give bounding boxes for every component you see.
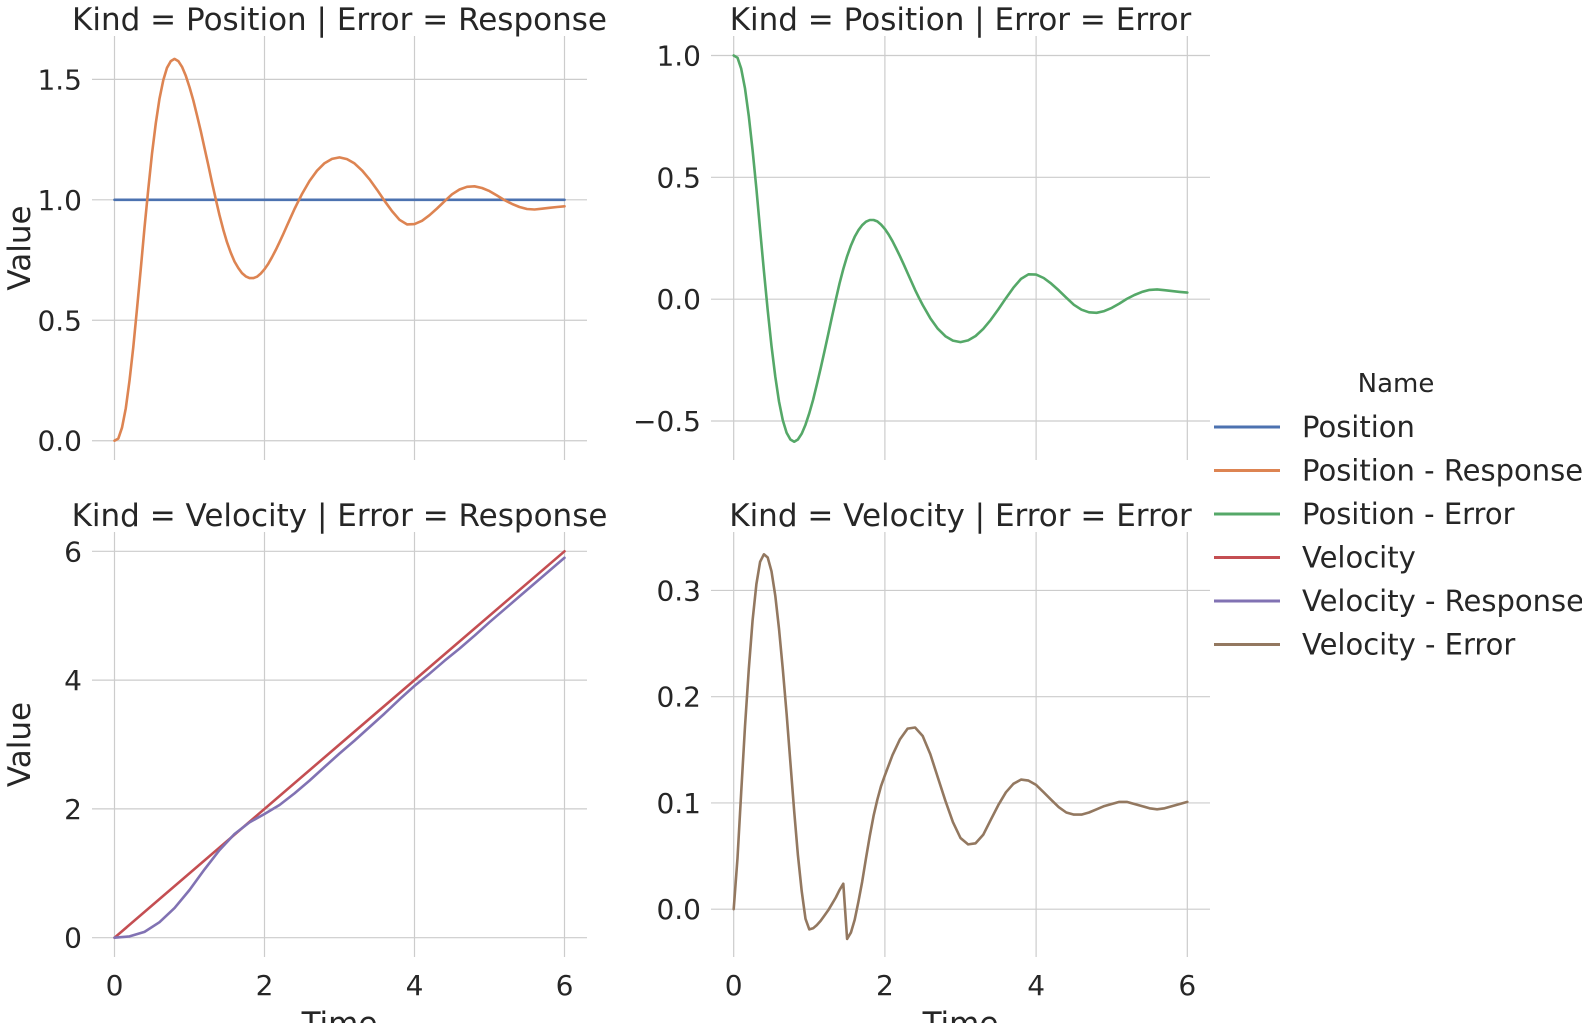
series-line-velocity-response [113,556,566,939]
panel-pos-error-title: Kind = Position | Error = Error [730,2,1192,38]
panel-pos-response-y-tick-label: 0.5 [37,304,82,337]
panel-pos-error: −0.5 0.0 0.5 1.0 Kind = Position | Error = E… [633,2,1210,460]
panel-vel-response-x-axis-label: Time [301,1006,378,1023]
panel-vel-error-x-tick-label: 6 [1178,969,1196,1002]
panel-vel-error-title: Kind = Velocity | Error = Error [729,498,1192,534]
panel-pos-response-y-tick-label: 1.5 [37,63,82,96]
panel-vel-error-y-tick-label: 0.2 [656,681,701,714]
panel-vel-response-y-tick-label: 2 [64,793,82,826]
panel-vel-error-y-tick-label: 0.1 [656,787,701,820]
panel-pos-error-y-tick-label: −0.5 [633,405,701,438]
panel-pos-response-y-tick-label: 1.0 [37,184,82,217]
panel-pos-response: 0.0 0.5 1.0 1.5 Kind = Position | Error = Re… [2,2,607,460]
panel-pos-response-y-axis-label: Value [2,205,38,290]
panel-vel-response-y-axis-label: Value [2,702,38,787]
panel-vel-response-y-tick-label: 4 [64,664,82,697]
panel-vel-response-x-tick-label: 0 [106,969,124,1002]
panel-vel-response-y-tick-label: 6 [64,535,82,568]
panel-vel-response-x-tick-label: 2 [256,969,274,1002]
panel-vel-error: 0.0 0.1 0.2 0.3 0 2 4 6 Kind = Velocity | Error … [656,498,1210,1027]
legend-label-velocity-error: Velocity - Error [1302,628,1515,662]
legend-label-position: Position [1302,410,1415,444]
panel-vel-error-y-tick-label: 0.0 [656,893,701,926]
series-line-velocity [113,550,566,939]
legend-label-position-error: Position - Error [1302,497,1515,531]
series-line-position-response [113,57,566,442]
panel-vel-response-x-tick-label: 6 [556,969,574,1002]
legend-label-velocity-response: Velocity - Response [1302,584,1582,618]
panel-vel-error-y-tick-label: 0.3 [656,574,701,607]
legend: Name Position Position - Response Position … [1214,369,1582,662]
panel-vel-error-x-tick-label: 4 [1027,969,1045,1002]
series-line-position-error [732,54,1189,443]
legend-title: Name [1358,369,1435,399]
panel-vel-error-x-tick-label: 2 [876,969,894,1002]
panel-vel-response-title: Kind = Velocity | Error = Response [72,498,608,534]
panel-vel-error-x-tick-label: 0 [725,969,743,1002]
series-line-velocity-error [732,553,1189,941]
panel-pos-error-y-tick-label: 0.5 [656,161,701,194]
panel-pos-error-y-tick-label: 1.0 [656,39,701,72]
panel-pos-response-title: Kind = Position | Error = Response [72,2,607,38]
panel-vel-error-x-axis-label: Time [922,1006,999,1023]
panel-pos-response-y-tick-label: 0.0 [37,425,82,458]
panel-vel-response-x-tick-label: 4 [406,969,424,1002]
panel-vel-response-y-tick-label: 0 [64,922,82,955]
legend-label-velocity: Velocity [1302,541,1416,575]
panel-pos-error-y-tick-label: 0.0 [656,283,701,316]
legend-label-position-response: Position - Response [1302,454,1582,488]
